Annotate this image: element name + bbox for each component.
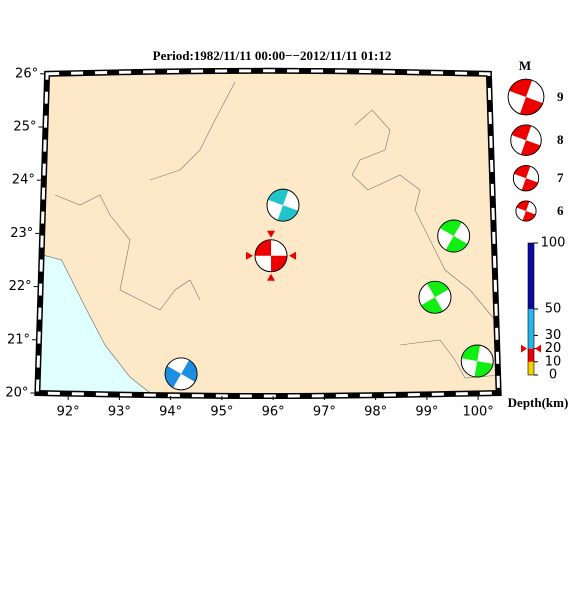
ball-outline bbox=[437, 219, 471, 253]
colorbar-segment bbox=[528, 348, 534, 362]
ball-quadrant bbox=[461, 345, 481, 362]
ball-outline bbox=[266, 188, 300, 222]
axis-marker bbox=[267, 273, 276, 281]
ball-quadrant bbox=[421, 297, 443, 314]
ball-quadrant bbox=[271, 255, 288, 272]
lat-tick-label: 21° bbox=[7, 332, 30, 347]
depth-legend-label: Depth(km) bbox=[508, 395, 569, 410]
focal-mechanism bbox=[460, 344, 494, 378]
ball-quadrant bbox=[165, 365, 182, 388]
focal-mechanism bbox=[266, 188, 300, 222]
colorbar-tick-label: 0 bbox=[549, 368, 557, 383]
land bbox=[37, 70, 499, 397]
ball-outline bbox=[515, 200, 537, 222]
magnitude-label: 9 bbox=[557, 89, 564, 104]
colorbar-tick-label: 100 bbox=[541, 236, 566, 251]
magnitude-ball bbox=[515, 200, 537, 222]
ball-quadrant bbox=[255, 239, 272, 256]
focal-mechanism bbox=[254, 239, 288, 273]
ball-quadrant bbox=[277, 205, 299, 222]
ball-quadrant bbox=[181, 359, 198, 382]
ball-quadrant bbox=[509, 79, 533, 97]
lat-tick-label: 24° bbox=[12, 173, 35, 188]
lon-tick-label: 98° bbox=[364, 405, 387, 420]
lon-tick-label: 100° bbox=[462, 405, 493, 420]
ball-outline bbox=[460, 344, 494, 378]
depth-marker bbox=[521, 344, 527, 353]
magnitude-ball bbox=[512, 165, 540, 192]
ball-quadrant bbox=[474, 361, 493, 378]
frame-dash bbox=[35, 69, 501, 398]
colorbar-tick-label: 20 bbox=[545, 341, 562, 356]
focal-mechanism bbox=[437, 219, 471, 253]
ball-quadrant bbox=[511, 124, 532, 141]
focal-mechanism bbox=[164, 357, 198, 391]
lon-tick-label: 96° bbox=[262, 405, 285, 420]
colorbar-segment bbox=[528, 361, 534, 375]
ball-outline bbox=[254, 239, 288, 273]
lat-tick-label: 26° bbox=[15, 66, 38, 81]
lon-tick-label: 92° bbox=[57, 405, 80, 420]
colorbar-tick-label: 10 bbox=[545, 354, 562, 369]
lat-tick-label: 22° bbox=[9, 279, 32, 294]
lat-tick-label: 25° bbox=[13, 120, 36, 135]
colorbar-tick-label: 30 bbox=[545, 328, 562, 343]
axis-marker bbox=[267, 230, 276, 238]
title: Period:1982/11/11 00:00−−2012/11/11 01:1… bbox=[153, 48, 392, 63]
magnitude-ball bbox=[507, 78, 545, 116]
ball-quadrant bbox=[267, 189, 289, 206]
magnitude-label: 7 bbox=[557, 170, 564, 185]
magnitude-label: 8 bbox=[557, 132, 564, 147]
ball-outline bbox=[510, 124, 542, 156]
lon-tick-label: 99° bbox=[415, 405, 438, 420]
lon-tick-label: 97° bbox=[313, 405, 336, 420]
colorbar-tick-label: 50 bbox=[545, 302, 562, 317]
ball-quadrant bbox=[445, 236, 468, 253]
ball-quadrant bbox=[426, 281, 449, 298]
ball-outline bbox=[507, 78, 545, 116]
map: 92° 93° 94° 95° 96° 97° 98° 99° 100° 20° 21° 22° 23°… bbox=[5, 66, 545, 420]
depth-marker bbox=[535, 344, 541, 353]
country-border bbox=[54, 194, 201, 311]
axis-marker bbox=[246, 251, 254, 260]
ball-outline bbox=[418, 280, 452, 314]
magnitude-legend-title: M bbox=[519, 58, 531, 73]
colorbar-segment bbox=[528, 309, 534, 349]
lat-tick-label: 20° bbox=[5, 386, 28, 401]
ball-outline bbox=[512, 165, 540, 192]
lon-tick-label: 93° bbox=[108, 405, 131, 420]
country-border bbox=[149, 81, 236, 181]
lon-tick-label: 94° bbox=[159, 405, 182, 420]
country-border bbox=[351, 109, 496, 321]
ball-quadrant bbox=[520, 140, 541, 156]
magnitude-label: 6 bbox=[557, 203, 564, 218]
lon-tick-label: 95° bbox=[210, 405, 233, 420]
colorbar-segment bbox=[528, 243, 534, 309]
lat-tick-label: 23° bbox=[10, 226, 33, 241]
ball-quadrant bbox=[519, 97, 543, 115]
ball-outline bbox=[164, 357, 198, 391]
ball-quadrant bbox=[439, 220, 462, 237]
axis-marker bbox=[289, 251, 297, 260]
focal-mechanism bbox=[418, 280, 452, 314]
magnitude-ball bbox=[510, 124, 542, 156]
